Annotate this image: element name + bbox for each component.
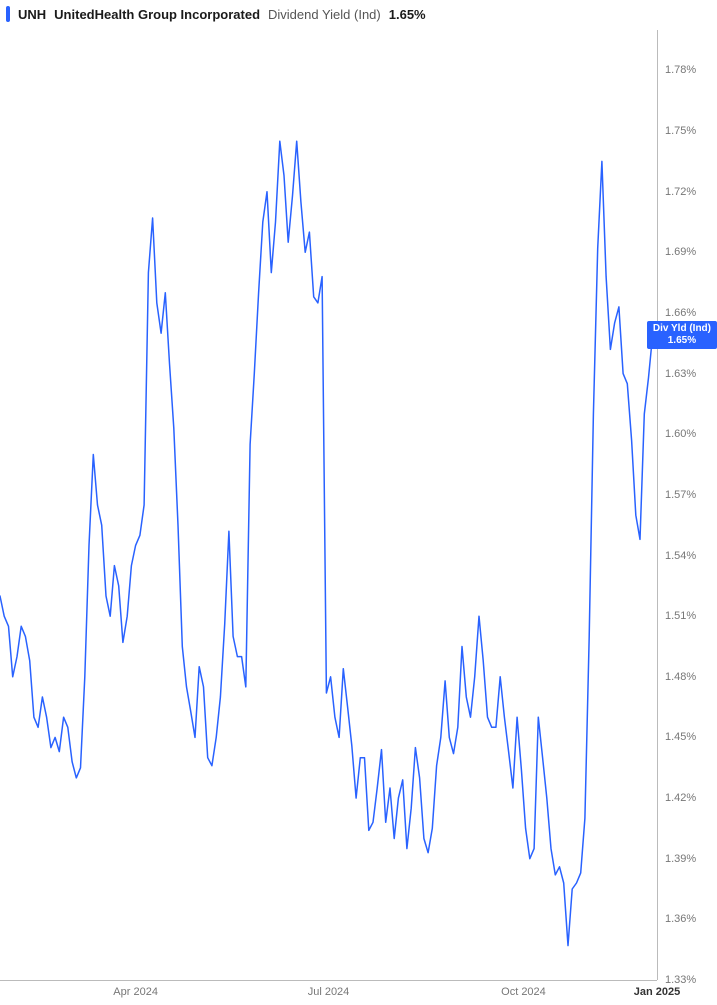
y-tick-label: 1.60% — [665, 428, 696, 440]
y-tick-label: 1.33% — [665, 974, 696, 986]
legend-color-swatch — [6, 6, 10, 22]
last-value-flag: Div Yld (Ind) 1.65% — [647, 321, 717, 349]
y-tick-label: 1.51% — [665, 610, 696, 622]
y-tick-label: 1.42% — [665, 792, 696, 804]
y-tick-label: 1.69% — [665, 246, 696, 258]
y-tick-label: 1.63% — [665, 368, 696, 380]
y-tick-label: 1.36% — [665, 913, 696, 925]
x-tick-label: Jul 2024 — [308, 986, 350, 998]
y-tick-label: 1.45% — [665, 731, 696, 743]
x-tick-label: Jan 2025 — [634, 986, 680, 998]
flag-value: 1.65% — [653, 335, 711, 347]
y-tick-label: 1.54% — [665, 550, 696, 562]
y-tick-label: 1.72% — [665, 186, 696, 198]
company-name: UnitedHealth Group Incorporated — [54, 7, 260, 22]
x-axis-line — [0, 980, 657, 981]
y-tick-label: 1.39% — [665, 853, 696, 865]
ticker-symbol[interactable]: UNH — [18, 7, 46, 22]
y-tick-label: 1.66% — [665, 307, 696, 319]
x-tick-label: Oct 2024 — [501, 986, 546, 998]
metric-label: Dividend Yield (Ind) — [268, 7, 381, 22]
y-tick-label: 1.78% — [665, 64, 696, 76]
series-line — [0, 141, 653, 945]
y-tick-label: 1.75% — [665, 125, 696, 137]
chart-root: UNH UnitedHealth Group Incorporated Divi… — [0, 0, 717, 1005]
y-axis-line — [657, 30, 658, 980]
x-tick-label: Apr 2024 — [113, 986, 158, 998]
chart-legend: UNH UnitedHealth Group Incorporated Divi… — [6, 6, 426, 22]
metric-value: 1.65% — [389, 7, 426, 22]
y-tick-label: 1.57% — [665, 489, 696, 501]
y-tick-label: 1.48% — [665, 671, 696, 683]
line-chart[interactable] — [0, 0, 717, 1005]
flag-label: Div Yld (Ind) — [653, 323, 711, 335]
